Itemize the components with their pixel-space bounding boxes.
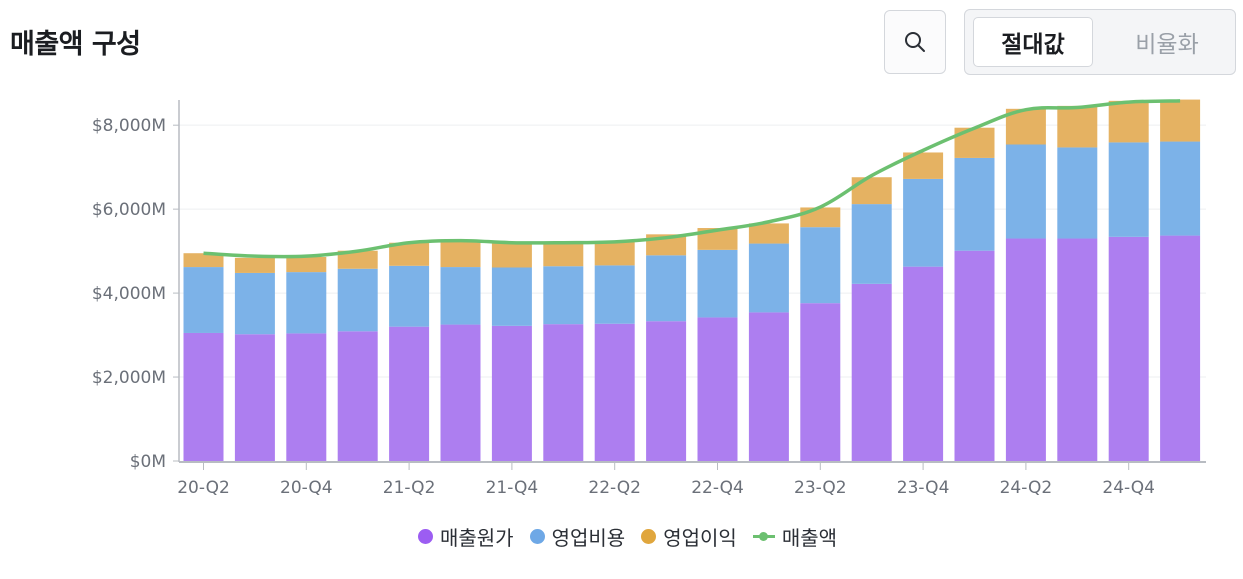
legend-dot-cogs [417,529,433,544]
y-tick-label: $6,000M [92,200,166,220]
bar-operating-income [748,223,789,244]
x-tick-label: 21-Q2 [383,478,436,498]
bar-opex [903,178,944,267]
bar-cogs [1108,236,1149,461]
bar-operating-income [594,241,635,266]
legend-line-marker-revenue [752,529,775,544]
bar-opex [337,268,378,332]
bar-opex [1005,144,1046,239]
bar-opex [800,227,841,304]
bar-cogs [389,326,430,461]
x-tick-label: 22-Q2 [588,478,641,498]
bar-opex [646,255,687,322]
x-tick-label: 23-Q4 [897,478,950,498]
bar-opex [851,204,892,284]
bar-operating-income [183,253,224,268]
legend-dot-operating-income [641,529,657,544]
search-button[interactable] [884,10,946,74]
x-tick-label: 24-Q4 [1102,478,1155,498]
y-tick-label: $2,000M [92,368,166,388]
bar-cogs [748,312,789,461]
bar-operating-income [440,241,481,268]
bar-opex [748,243,789,313]
bar-opex [1057,147,1098,239]
bar-operating-income [1108,100,1149,143]
x-tick-label: 22-Q4 [691,478,744,498]
bar-cogs [851,283,892,461]
revenue-line [203,99,1181,259]
bar-cogs [594,323,635,461]
x-tick-label: 20-Q2 [177,478,230,498]
ratio-button[interactable]: 비율화 [1135,32,1199,58]
bar-opex [440,267,481,325]
bar-operating-income [800,207,841,228]
bar-cogs [286,333,327,461]
legend-item-revenue[interactable]: 매출액 [752,522,838,551]
bar-cogs [1160,235,1201,461]
legend-dot-opex [529,529,545,544]
bar-opex [286,272,327,334]
legend-label-operating-income: 영업이익 [663,526,737,550]
bar-cogs [183,332,224,461]
bar-opex [183,267,224,333]
bar-opex [389,265,430,327]
bar-operating-income [286,256,327,273]
bar-cogs [440,324,481,461]
bar-opex [594,265,635,324]
bar-cogs [234,334,275,461]
bar-operating-income [337,250,378,269]
legend-label-revenue: 매출액 [781,526,838,550]
bar-operating-income [1057,105,1098,148]
bar-opex [491,267,532,326]
bar-operating-income [234,257,275,273]
bar-cogs [491,325,532,461]
bar-operating-income [543,241,584,267]
x-tick-label: 20-Q4 [280,478,333,498]
bar-cogs [337,331,378,461]
search-icon [905,32,925,52]
view-mode-toggle: 절대값 비율화 [964,9,1236,75]
bar-cogs [800,303,841,461]
legend-item-opex[interactable]: 영업비용 [529,522,626,551]
bar-opex [234,272,275,335]
y-tick-label: $4,000M [92,284,166,304]
x-tick-label: 23-Q2 [794,478,847,498]
x-tick-label: 21-Q4 [486,478,539,498]
legend-label-opex: 영업비용 [551,526,626,550]
bar-cogs [954,250,995,461]
bar-cogs [1005,238,1046,461]
legend-item-cogs[interactable]: 매출원가 [417,522,514,551]
bar-operating-income [851,177,892,205]
bar-cogs [1057,238,1098,461]
legend-label-cogs: 매출원가 [439,526,514,550]
bar-cogs [903,266,944,461]
bar-cogs [543,324,584,461]
absolute-value-button[interactable]: 절대값 [973,17,1093,67]
bar-opex [697,249,738,318]
y-tick-label: $8,000M [92,116,166,136]
bar-cogs [646,321,687,461]
bar-opex [954,157,995,251]
bar-operating-income [697,228,738,250]
y-tick-label: $0M [130,452,166,472]
bar-operating-income [1160,99,1201,142]
chart-legend: 매출원가 영업비용 영업이익 매출액 [0,522,1243,551]
bar-cogs [697,317,738,461]
legend-item-operating-income[interactable]: 영업이익 [641,522,737,551]
bar-opex [1160,141,1201,236]
bar-opex [543,266,584,325]
bar-opex [1108,142,1149,237]
bar-operating-income [389,242,430,266]
chart-title: 매출액 구성 [10,29,141,60]
x-tick-label: 24-Q2 [1000,478,1053,498]
bar-operating-income [491,243,532,268]
revenue-composition-chart: $0M $2,000M $4,000M $6,000M $8,000M 20-Q2 20-Q… [92,99,1206,498]
